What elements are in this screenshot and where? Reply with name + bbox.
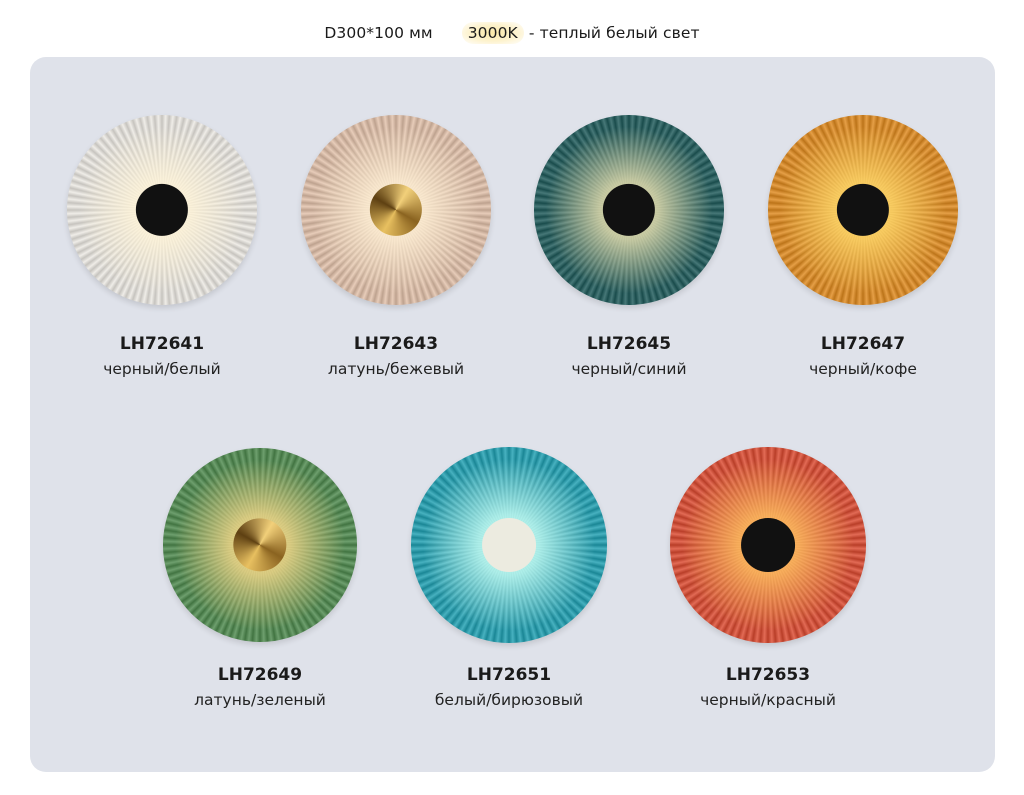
product-finish: белый/бирюзовый [434, 691, 584, 709]
product-code: LH72651 [466, 665, 552, 685]
product-label: LH72653 черный/красный [648, 665, 888, 709]
product-code: LH72641 [119, 334, 205, 354]
product-code: LH72649 [217, 665, 303, 685]
brass-center-disc [369, 183, 423, 237]
color-temperature: 3000K [461, 22, 524, 44]
product-finish: черный/белый [103, 360, 221, 378]
lamp-image-lh72643 [301, 115, 491, 305]
product-code: LH72647 [820, 334, 906, 354]
black-center-disc [741, 518, 795, 572]
lamp-image-lh72645 [534, 115, 724, 305]
brass-center-disc [233, 518, 287, 572]
product-label: LH72641 черный/белый [42, 334, 282, 378]
product-label: LH72651 белый/бирюзовый [389, 665, 629, 709]
cream-center-disc [482, 518, 536, 572]
light-description: - теплый белый свет [528, 24, 700, 42]
product-label: LH72645 черный/синий [509, 334, 749, 378]
product-finish: латунь/зеленый [194, 691, 326, 709]
product-finish: черный/кофе [809, 360, 917, 378]
header: D300*100 мм 3000K - теплый белый свет [0, 22, 1024, 44]
product-label: LH72647 черный/кофе [743, 334, 983, 378]
lamp-image-lh72651 [411, 447, 607, 643]
product-code: LH72653 [725, 665, 811, 685]
black-center-disc [836, 183, 890, 237]
black-center-disc [602, 183, 656, 237]
dimensions: D300*100 мм [324, 24, 433, 42]
black-center-disc [135, 183, 189, 237]
product-code: LH72643 [353, 334, 439, 354]
product-finish: черный/синий [571, 360, 687, 378]
product-code: LH72645 [586, 334, 672, 354]
product-finish: латунь/бежевый [327, 360, 465, 378]
lamp-image-lh72641 [67, 115, 257, 305]
lamp-image-lh72653 [670, 447, 866, 643]
lamp-image-lh72647 [768, 115, 958, 305]
lamp-image-lh72649 [163, 448, 357, 642]
product-label: LH72649 латунь/зеленый [140, 665, 380, 709]
product-finish: черный/красный [700, 691, 836, 709]
product-label: LH72643 латунь/бежевый [276, 334, 516, 378]
